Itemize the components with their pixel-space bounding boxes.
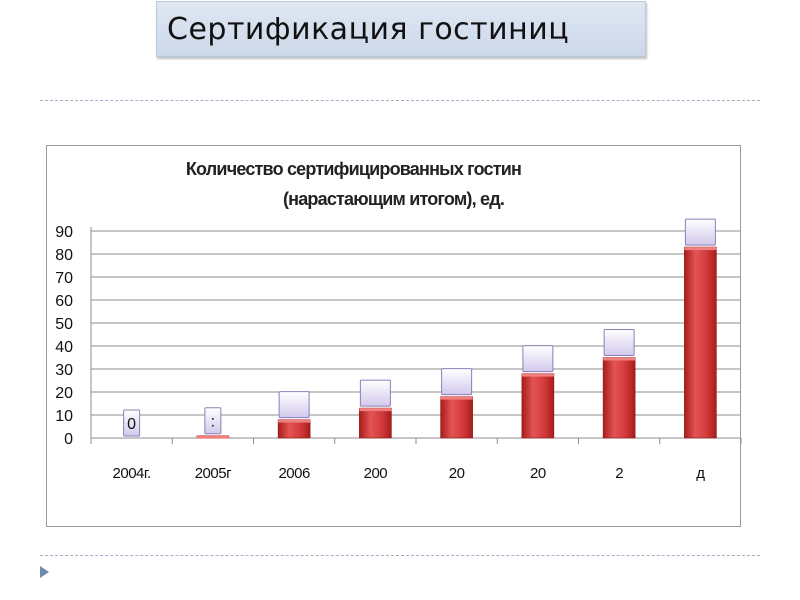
y-tick-label: 70 [55,270,73,287]
x-category-label: 200 [364,465,388,482]
data-label-box [522,345,554,373]
data-label-box [603,329,635,356]
y-tick-label: 90 [55,224,73,241]
bar [602,357,636,439]
x-category-label: 20 [530,465,546,482]
y-tick-label: 40 [55,339,73,356]
bar [440,396,473,439]
chart-frame: 0 10 20 30 40 50 60 70 80 90 0 2004г.: 2005г 2006 200… [46,145,742,527]
bar-top-highlight [440,396,473,400]
bar-top-highlight [278,419,311,423]
top-divider [40,100,760,101]
data-label: 0 [127,416,136,433]
data-label-box [359,379,391,407]
chart-title-line1: Количество сертифицированных гостин [185,159,522,179]
bar-top-highlight [521,373,554,377]
x-category-label: д [696,465,705,482]
x-category-label: 2 [615,465,623,482]
bar-chart: 0 10 20 30 40 50 60 70 80 90 0 2004г.: 2005г 2006 200… [55,218,742,482]
y-tick-label: 50 [55,316,73,333]
y-tick-label: 20 [55,385,73,402]
bar [684,246,717,439]
bar-top-highlight [196,435,229,439]
x-category-label: 2005г [195,465,232,482]
bottom-divider [40,555,760,556]
y-tick-label: 30 [55,362,73,379]
y-tick-label: 0 [64,431,73,448]
y-tick-label: 10 [55,408,73,425]
next-slide-arrow-icon[interactable] [40,566,49,578]
x-category-label: 2006 [278,465,310,482]
bar-top-highlight [684,247,717,251]
chart-title: Количество сертифицированных гостин (нар… [47,154,740,214]
data-label-box [441,368,473,396]
data-label-box [684,218,716,246]
y-tick-label: 60 [55,293,73,310]
x-category-label: 2004г. [113,465,151,482]
bar [359,407,392,439]
data-label: : [211,414,215,431]
data-label-box [123,409,141,437]
bar-top-highlight [603,357,636,361]
chart-title-line2: (нарастающим итогом), ед. [282,189,505,209]
x-category-label: 20 [449,465,465,482]
bar-top-highlight [359,408,392,412]
data-label-box [204,407,222,435]
slide-title: Сертификация гостиниц [156,1,646,57]
bar [521,373,555,439]
y-tick-label: 80 [55,247,73,264]
data-label-box [278,391,310,419]
